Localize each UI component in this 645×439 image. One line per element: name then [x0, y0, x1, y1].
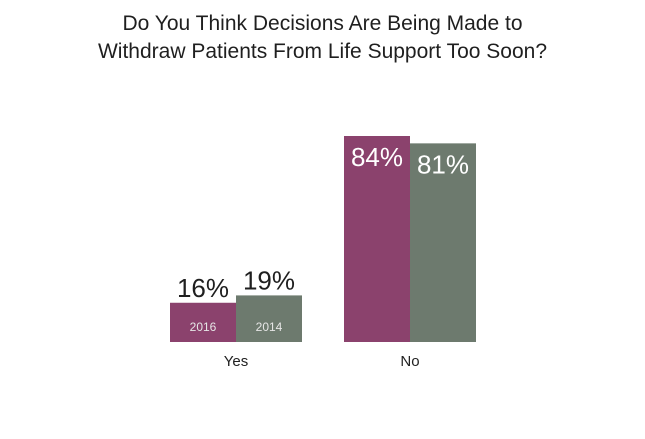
bar-yes-2016: [170, 302, 236, 342]
chart-title-line-2: Withdraw Patients From Life Support Too …: [97, 40, 547, 63]
chart-title-line-1: Do You Think Decisions Are Being Made to: [122, 12, 523, 35]
category-label-yes: Yes: [224, 353, 248, 370]
value-label-no-2014: 81%: [417, 149, 469, 179]
bar-no-2016: [344, 136, 410, 342]
bar-yes-2014: [236, 295, 302, 342]
value-label-yes-2014: 19%: [243, 265, 295, 295]
series-label-2016: 2016: [190, 320, 217, 334]
bar-no-2014: [410, 143, 476, 342]
value-label-yes-2016: 16%: [177, 273, 229, 303]
value-label-no-2016: 84%: [351, 142, 403, 172]
series-label-2014: 2014: [256, 320, 283, 334]
category-label-no: No: [400, 353, 419, 370]
